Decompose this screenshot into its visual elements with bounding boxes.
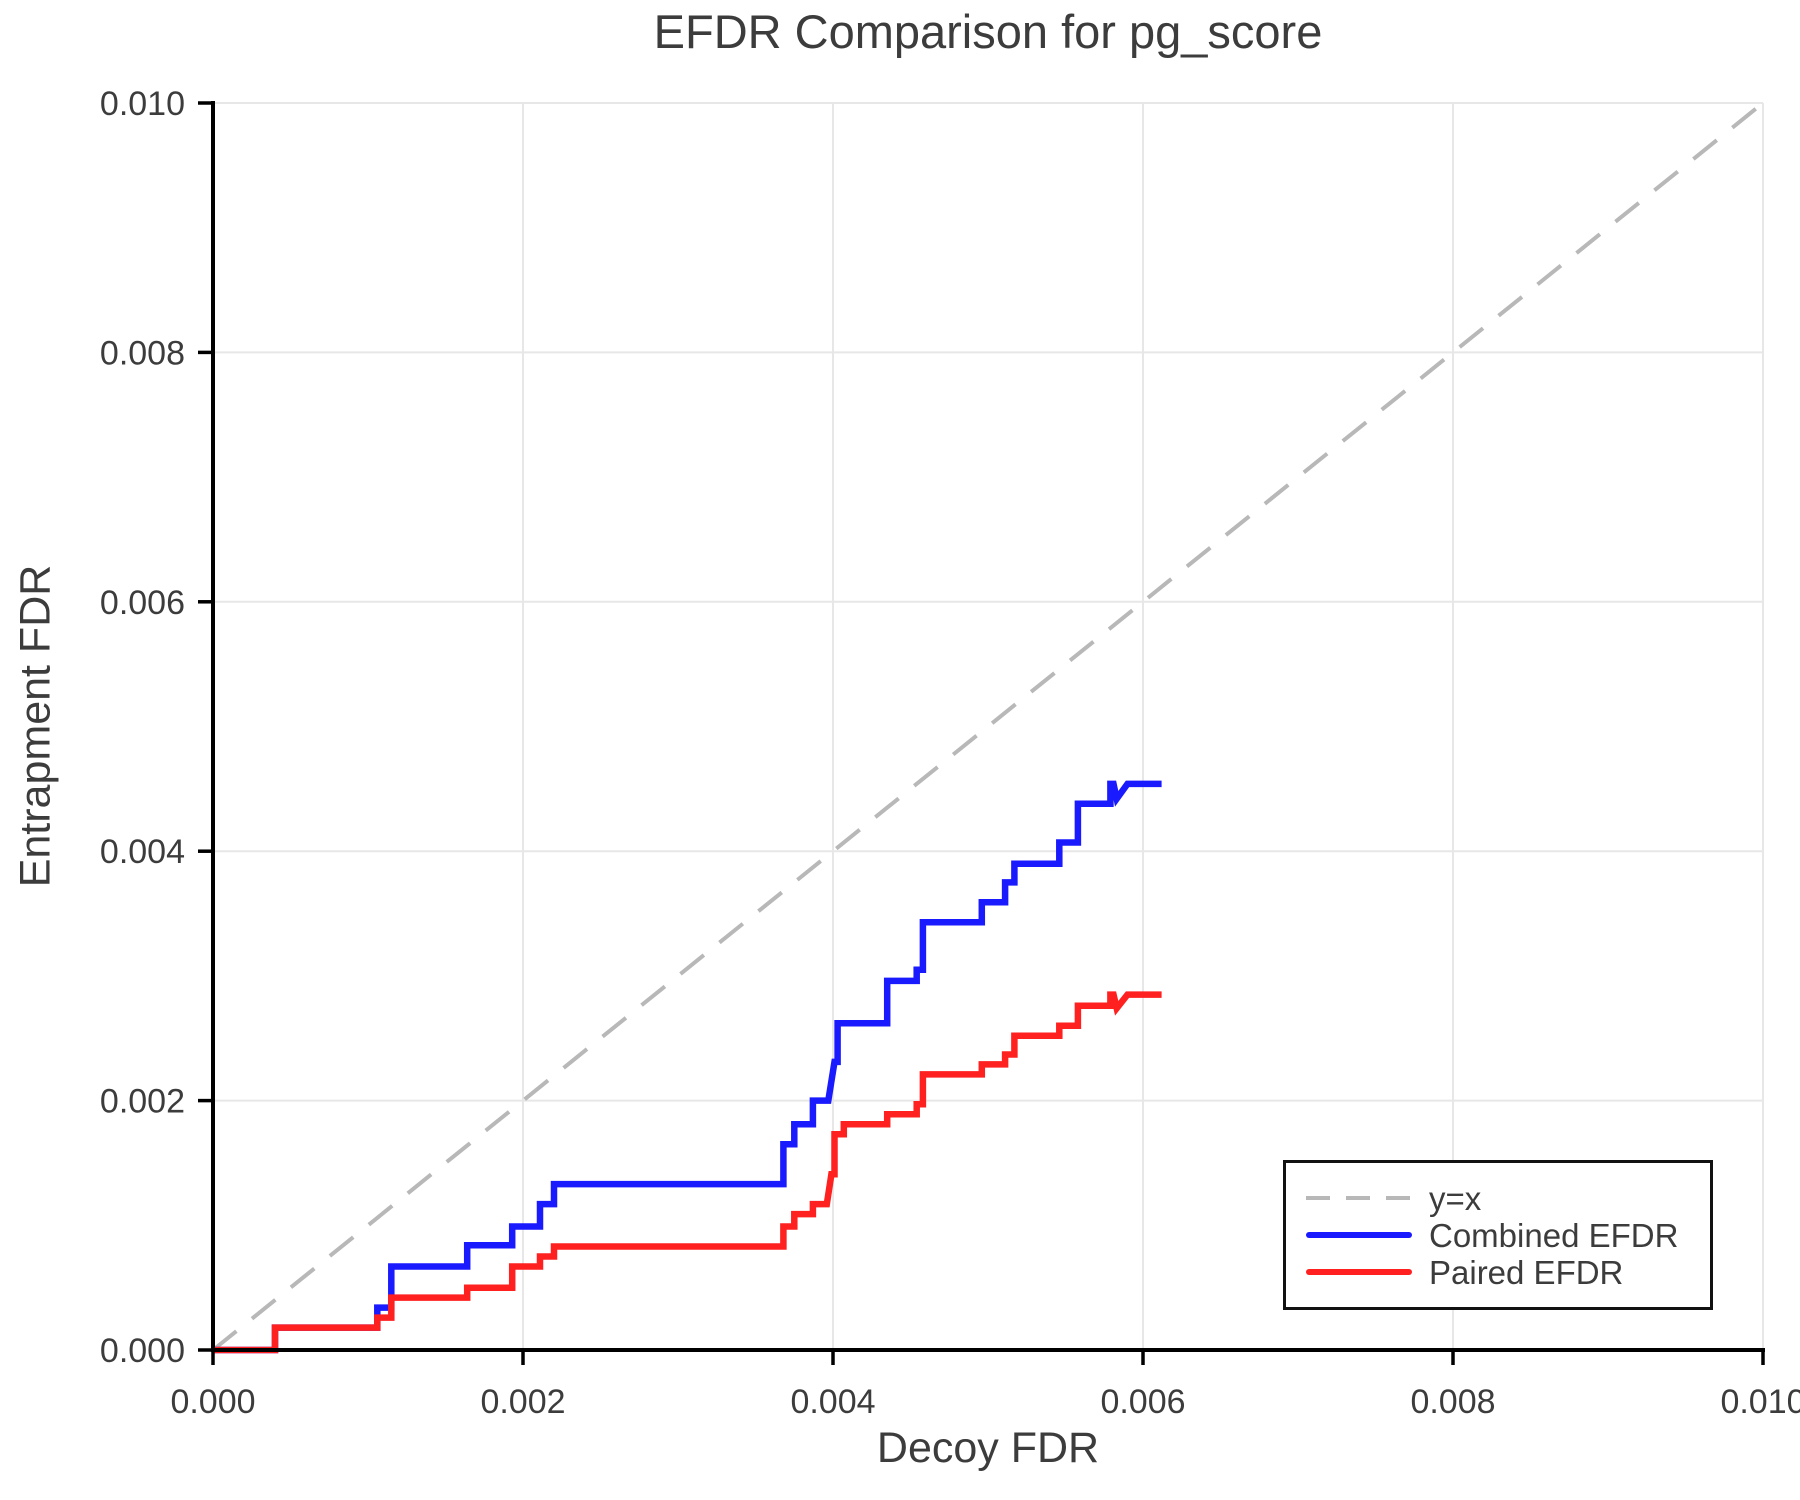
x-axis-label: Decoy FDR (876, 1424, 1100, 1472)
paired-line-swatch (1306, 1269, 1412, 1275)
y-tick-label: 0.000 (100, 1332, 185, 1370)
chart-title: EFDR Comparison for pg_score (653, 5, 1323, 58)
x-tick-label: 0.004 (790, 1383, 875, 1421)
y-axis-label-text: Entrapment FDR (11, 564, 60, 888)
legend-label-combined: Combined EFDR (1429, 1216, 1679, 1254)
x-tick-label: 0.010 (1720, 1383, 1800, 1421)
y-tick-label: 0.004 (100, 833, 185, 871)
y-tick-label: 0.002 (100, 1083, 185, 1121)
legend: y=x Combined EFDR Paired EFDR (1283, 1160, 1713, 1310)
x-tick-label: 0.006 (1100, 1383, 1185, 1421)
legend-label-paired: Paired EFDR (1429, 1253, 1624, 1291)
series-line-paired-efdr (213, 991, 1162, 1354)
series-line-combined-efdr (213, 780, 1162, 1354)
legend-item-yx: y=x (1306, 1180, 1710, 1217)
y-tick-label: 0.010 (100, 85, 185, 123)
x-tick-label: 0.000 (170, 1383, 255, 1421)
dashed-line-swatch (1306, 1196, 1412, 1200)
y-tick-label: 0.008 (100, 334, 185, 372)
series-line-y-x (211, 101, 1765, 1352)
legend-item-combined: Combined EFDR (1306, 1217, 1710, 1254)
y-tick-label: 0.006 (100, 584, 185, 622)
combined-line-swatch (1306, 1232, 1412, 1238)
x-tick-label: 0.002 (480, 1383, 565, 1421)
legend-item-paired: Paired EFDR (1306, 1254, 1710, 1291)
legend-label-yx: y=x (1429, 1179, 1482, 1217)
x-tick-label: 0.008 (1410, 1383, 1495, 1421)
